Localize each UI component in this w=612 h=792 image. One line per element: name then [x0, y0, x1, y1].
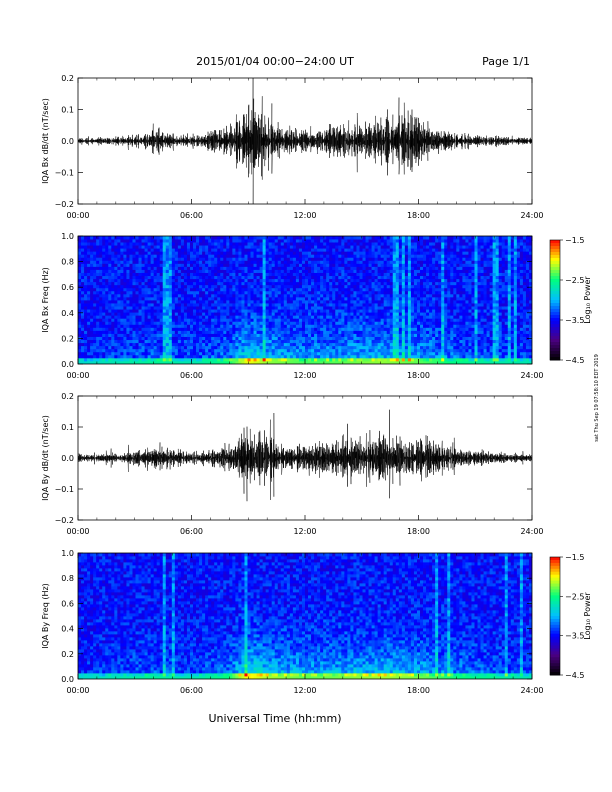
x-tick-label: 12:00: [293, 211, 316, 220]
x-tick-label: 24:00: [520, 211, 543, 220]
y-tick-label: 0.2: [61, 650, 74, 659]
colorbar-tick-label: −3.5: [565, 632, 584, 641]
panel-4: −1.5 −2.5 −3.5 −4.5 Log₁₀ Power 00:00 06:00 12:…: [41, 549, 592, 695]
x-tick-label: 06:00: [180, 527, 203, 536]
panel-1: 00:00 06:00 12:00 18:00 24:00 −0.2 −0.1 0.0 0.1 0…: [41, 74, 544, 220]
x-tick-label: 24:00: [520, 371, 543, 380]
y-tick-label: 0.8: [61, 258, 74, 267]
x-tick-label: 18:00: [407, 527, 430, 536]
colorbar-label: Log₁₀ Power: [583, 276, 592, 324]
y-axis-label: IQA Bx Freq (Hz): [41, 267, 50, 333]
page-number: Page 1/1: [482, 55, 530, 68]
x-tick-label: 00:00: [66, 686, 89, 695]
y-tick-label: −0.1: [55, 485, 74, 494]
x-tick-label: 06:00: [180, 686, 203, 695]
spectrogram: [78, 236, 532, 364]
y-tick-label: 0.0: [61, 137, 74, 146]
y-tick-label: 1.0: [61, 549, 74, 558]
y-axis-label: IQA Bx dB/dt (nT/sec): [41, 98, 50, 184]
x-tick-label: 06:00: [180, 371, 203, 380]
side-timestamp: sat Thu Sep 19 07:58:10 EDT 2019: [594, 354, 600, 442]
colorbar-frame: [549, 239, 561, 361]
y-axis-label: IQA By Freq (Hz): [41, 583, 50, 649]
x-tick-label: 24:00: [520, 686, 543, 695]
panels: 00:00 06:00 12:00 18:00 24:00 −0.2 −0.1 0.0 0.1 0…: [41, 74, 592, 695]
colorbar-tick-label: −2.5: [565, 592, 584, 601]
x-tick-label: 18:00: [407, 686, 430, 695]
colorbar-tick-label: −1.5: [565, 553, 584, 562]
colorbar-label: Log₁₀ Power: [583, 592, 592, 640]
colorbar-tick-label: −4.5: [565, 671, 584, 680]
y-tick-label: 0.2: [61, 334, 74, 343]
spectrogram: [78, 553, 532, 679]
x-tick-label: 00:00: [66, 371, 89, 380]
x-tick-label: 18:00: [407, 211, 430, 220]
y-tick-label: 0.4: [61, 309, 74, 318]
y-tick-label: 0.6: [61, 283, 74, 292]
y-tick-label: −0.2: [55, 200, 74, 209]
y-tick-label: 0.8: [61, 574, 74, 583]
y-tick-label: 0.1: [61, 106, 74, 115]
panel-2: −1.5 −2.5 −3.5 −4.5 Log₁₀ Power 00:00 06:00 12:…: [41, 232, 592, 380]
x-tick-label: 12:00: [293, 686, 316, 695]
y-tick-label: 0.2: [61, 392, 74, 401]
x-axis-label: Universal Time (hh:mm): [209, 712, 342, 725]
x-tick-label: 12:00: [293, 527, 316, 536]
dbdt-trace: [78, 409, 532, 502]
colorbar: −1.5 −2.5 −3.5 −4.5 Log₁₀ Power: [549, 236, 592, 365]
y-tick-label: −0.1: [55, 169, 74, 178]
y-tick-label: −0.2: [55, 516, 74, 525]
x-tick-label: 12:00: [293, 371, 316, 380]
figure-title: 2015/01/04 00:00−24:00 UT: [196, 55, 354, 68]
panel-3: 00:00 06:00 12:00 18:00 24:00 −0.2 −0.1 0.0 0.1 0…: [41, 392, 544, 536]
x-tick-label: 00:00: [66, 211, 89, 220]
y-axis-label: IQA By dB/dt (nT/sec): [41, 415, 50, 501]
y-tick-label: 1.0: [61, 232, 74, 241]
colorbar-tick-label: −2.5: [565, 276, 584, 285]
colorbar: −1.5 −2.5 −3.5 −4.5 Log₁₀ Power: [549, 553, 592, 680]
x-tick-label: 00:00: [66, 527, 89, 536]
x-tick-label: 24:00: [520, 527, 543, 536]
x-tick-label: 06:00: [180, 211, 203, 220]
y-tick-label: 0.6: [61, 599, 74, 608]
colorbar-tick-label: −4.5: [565, 356, 584, 365]
colorbar-tick-label: −3.5: [565, 316, 584, 325]
x-tick-label: 18:00: [407, 371, 430, 380]
y-tick-label: 0.2: [61, 74, 74, 83]
y-tick-label: 0.1: [61, 423, 74, 432]
y-tick-label: 0.0: [61, 454, 74, 463]
y-tick-label: 0.0: [61, 675, 74, 684]
colorbar-frame: [549, 556, 561, 676]
y-tick-label: 0.0: [61, 360, 74, 369]
y-tick-label: 0.4: [61, 625, 74, 634]
dbdt-trace: [78, 78, 532, 204]
colorbar-tick-label: −1.5: [565, 236, 584, 245]
